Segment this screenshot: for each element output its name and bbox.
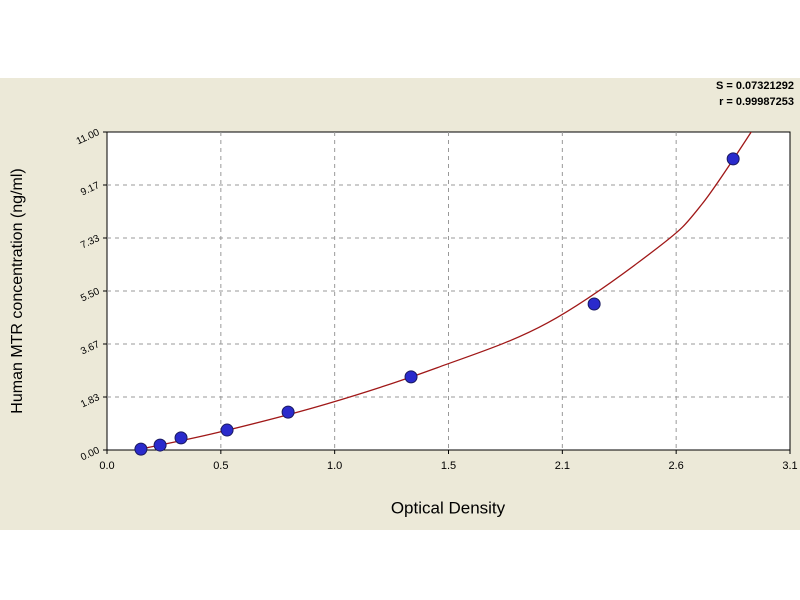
x-tick-label: 1.5 — [441, 460, 456, 472]
data-point — [726, 152, 740, 166]
annotation: S = 0.07321292 — [716, 80, 794, 92]
y-axis-label: Human MTR concentration (ng/ml) — [9, 168, 26, 413]
data-point — [281, 405, 295, 419]
data-point — [174, 431, 188, 445]
x-tick-label: 2.1 — [555, 460, 570, 472]
data-point — [404, 370, 418, 384]
x-axis-label: Optical Density — [391, 498, 506, 517]
x-tick-label: 0.0 — [99, 460, 114, 472]
x-tick-label: 0.5 — [213, 460, 228, 472]
plot-area — [106, 131, 791, 451]
data-point — [220, 423, 234, 437]
annotation: r = 0.99987253 — [719, 96, 794, 108]
x-tick-label: 3.1 — [782, 460, 797, 472]
data-point — [587, 297, 601, 311]
x-tick-label: 2.6 — [669, 460, 684, 472]
data-point — [153, 438, 167, 452]
x-tick-label: 1.0 — [327, 460, 342, 472]
data-point — [134, 442, 148, 456]
